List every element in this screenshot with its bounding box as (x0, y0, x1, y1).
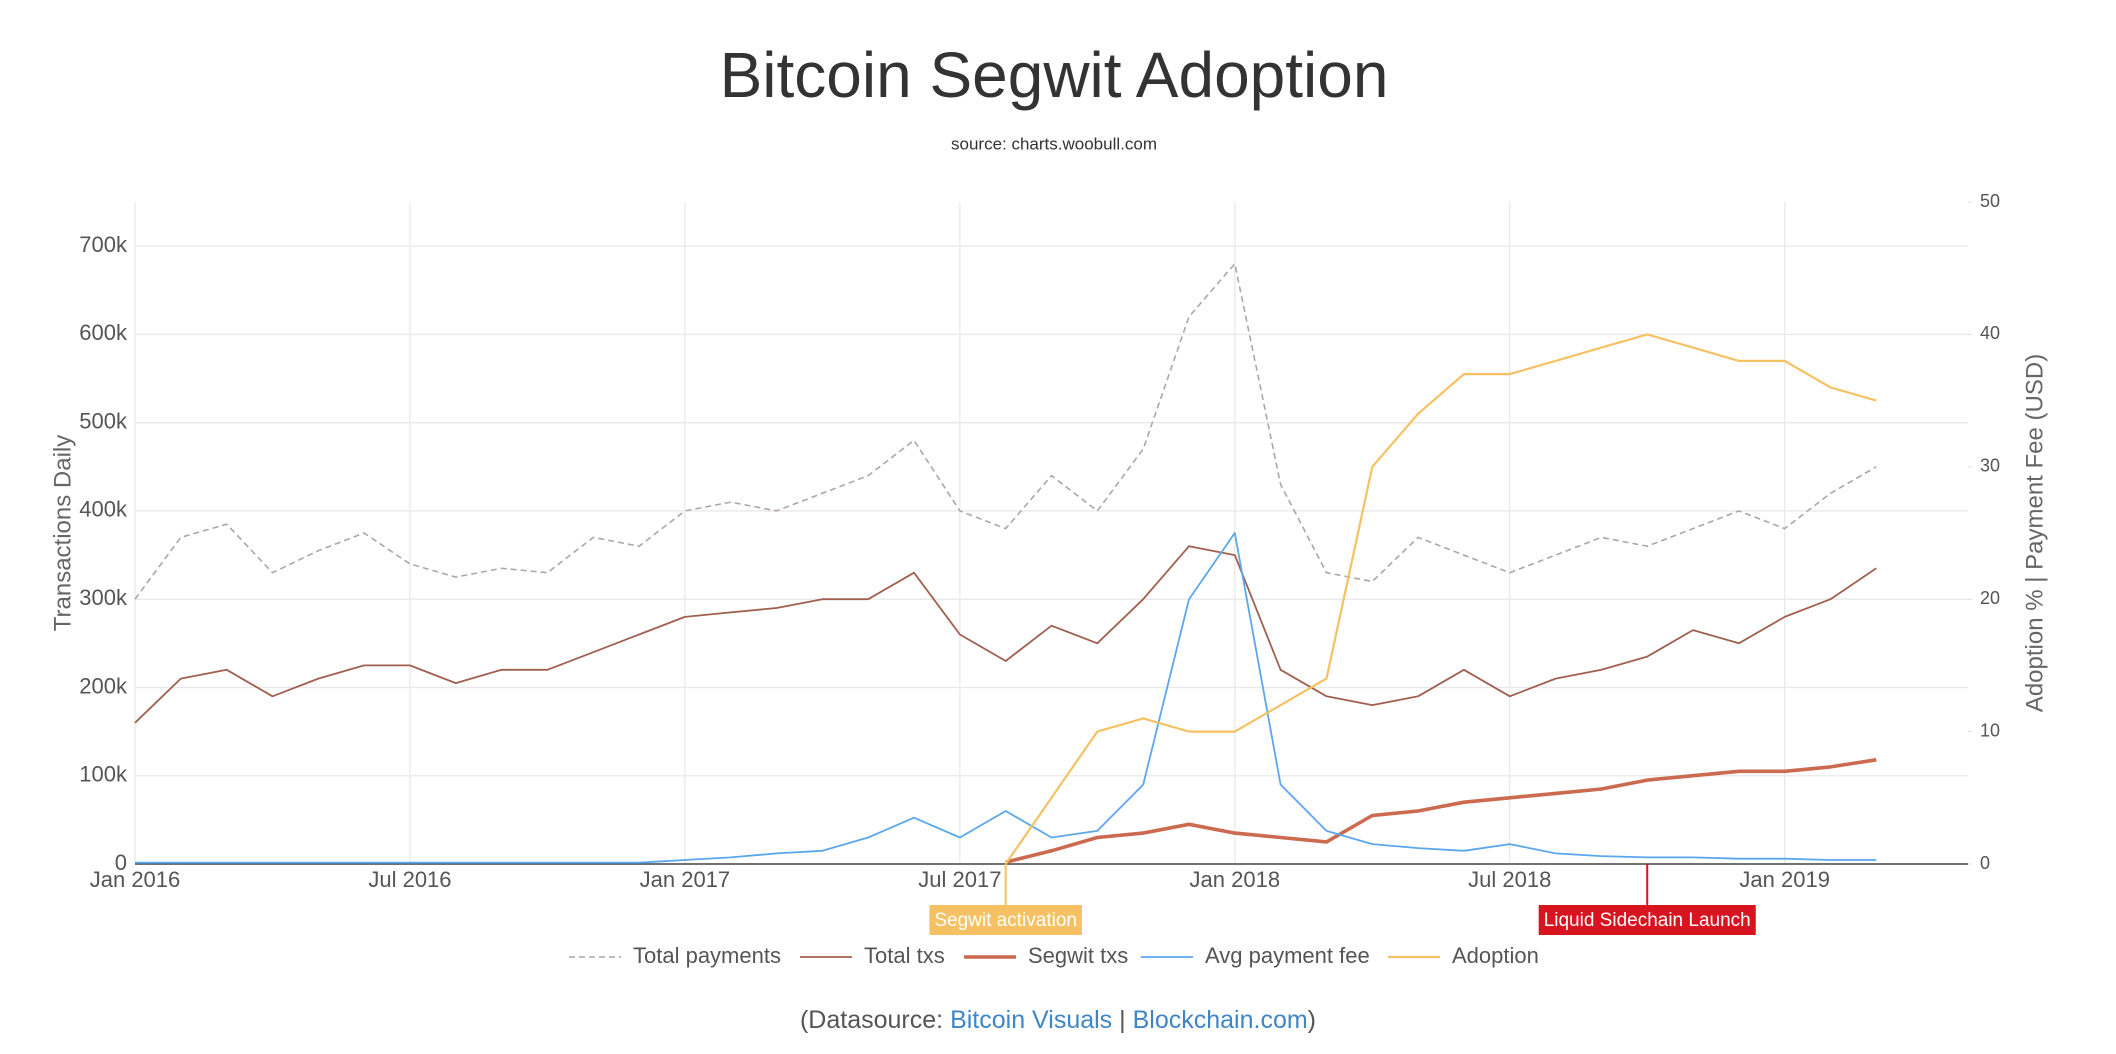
footer-prefix: (Datasource: (799, 1006, 944, 1034)
x-tick-label: Jul 2016 (368, 867, 451, 892)
footer-suffix: ) (1307, 1006, 1316, 1034)
annotation: Liquid Sidechain Launch (1538, 864, 1756, 935)
y2-tick-label: 30 (1980, 456, 2000, 476)
footer-separator: | (1119, 1006, 1126, 1034)
x-tick-label: Jan 2018 (1190, 867, 1281, 892)
y2-tick-label: 10 (1980, 720, 2000, 740)
legend-label: Adoption (1452, 943, 1539, 968)
chart-subtitle: source: charts.woobull.com (951, 134, 1157, 153)
series-line (1005, 758, 1877, 864)
y2-tick-label: 50 (1980, 191, 2000, 211)
series-line (134, 545, 1877, 724)
annotation-box (1538, 905, 1756, 935)
y-tick-label: 0 (115, 850, 127, 875)
y-tick-label: 100k (79, 762, 128, 787)
legend-item: Total payments (569, 943, 781, 968)
legend-item: Adoption (1388, 943, 1539, 968)
chart-title: Bitcoin Segwit Adoption (720, 39, 1389, 111)
x-tick-label: Jan 2019 (1739, 867, 1830, 892)
x-tick-label: Jan 2017 (640, 867, 731, 892)
annotation-text: Liquid Sidechain Launch (1544, 910, 1751, 931)
legend-label: Avg payment fee (1205, 943, 1370, 968)
footer: (Datasource: Bitcoin Visuals | Blockchai… (0, 1006, 2116, 1035)
x-tick-label: Jul 2018 (1468, 867, 1551, 892)
annotation: Segwit activation (929, 864, 1082, 935)
legend-item: Avg payment fee (1141, 943, 1370, 968)
x-tick-label: Jan 2016 (90, 867, 181, 892)
legend-item: Total txs (800, 943, 945, 968)
y2-tick-label: 20 (1980, 588, 2000, 608)
x-tick-label: Jul 2017 (918, 867, 1001, 892)
series-line (1004, 333, 1877, 865)
legend-label: Total payments (633, 943, 781, 968)
y2-axis-title: Adoption % | Payment Fee (USD) (2021, 354, 2048, 712)
annotation-text: Segwit activation (934, 910, 1077, 931)
y-tick-label: 300k (79, 585, 128, 610)
y-axis-title: Transactions Daily (49, 435, 76, 632)
annotation-box (929, 905, 1082, 935)
legend-label: Segwit txs (1028, 943, 1128, 968)
y-tick-label: 500k (79, 408, 128, 433)
footer-link[interactable]: Bitcoin Visuals (950, 1006, 1113, 1034)
footer-link[interactable]: Blockchain.com (1132, 1006, 1308, 1034)
chart: Bitcoin Segwit Adoption source: charts.w… (49, 39, 2048, 968)
y-tick-label: 700k (79, 232, 128, 257)
legend-item: Segwit txs (964, 943, 1128, 968)
legend-label: Total txs (864, 943, 945, 968)
y2-tick-label: 40 (1980, 323, 2000, 343)
y-tick-label: 200k (79, 673, 128, 698)
y-tick-label: 600k (79, 320, 128, 345)
series-line (135, 532, 1877, 864)
y2-tick-label: 0 (1980, 853, 1990, 873)
series-line (134, 263, 1877, 600)
y-tick-label: 400k (79, 497, 128, 522)
